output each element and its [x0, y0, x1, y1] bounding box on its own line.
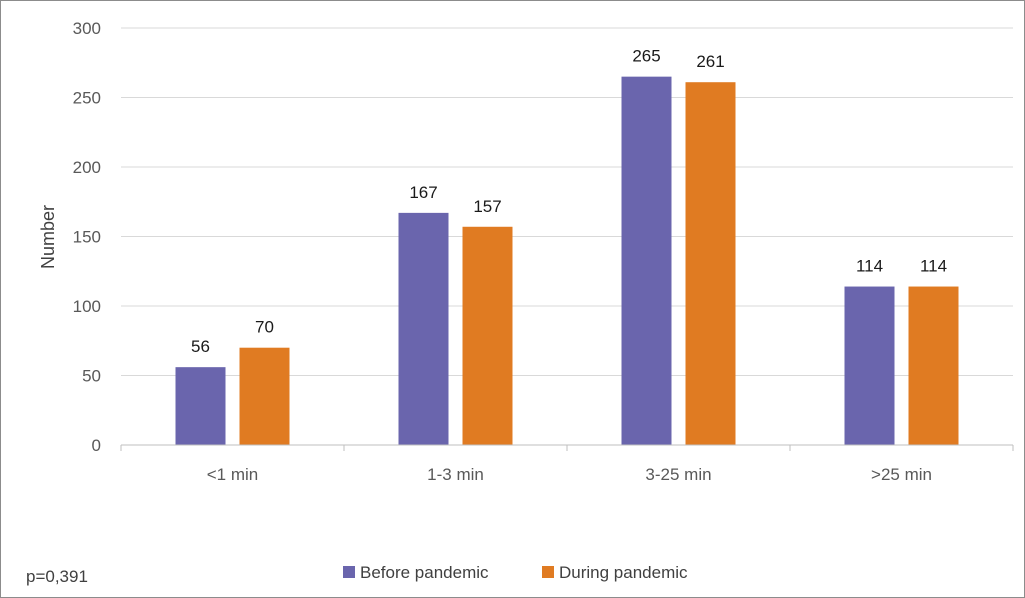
p-value-annotation: p=0,391	[26, 567, 88, 586]
bar	[621, 76, 672, 446]
legend-swatch	[343, 566, 355, 578]
x-tick-label: >25 min	[871, 465, 932, 484]
data-label: 265	[632, 47, 660, 66]
legend-swatch	[542, 566, 554, 578]
data-label: 157	[473, 197, 501, 216]
x-tick-label: 3-25 min	[645, 465, 711, 484]
data-label: 167	[409, 183, 437, 202]
y-tick-label: 250	[73, 89, 101, 108]
bar	[844, 286, 895, 445]
x-axis: <1 min 1-3 min 3-25 min >25 min	[120, 444, 1014, 484]
legend: Before pandemic During pandemic	[343, 563, 688, 582]
data-labels: 56 70 167 157 265 261 114 114	[191, 47, 947, 357]
data-label: 70	[255, 318, 274, 337]
y-axis-title: Number	[38, 205, 58, 269]
y-tick-label: 0	[92, 436, 101, 455]
y-tick-label: 150	[73, 228, 101, 247]
y-tick-label: 100	[73, 297, 101, 316]
data-label: 114	[920, 257, 947, 276]
bar	[908, 286, 959, 445]
y-tick-label: 200	[73, 158, 101, 177]
bar	[239, 347, 290, 445]
bar	[175, 367, 226, 445]
legend-label: Before pandemic	[360, 563, 489, 582]
y-axis-ticks: 0 50 100 150 200 250 300	[73, 19, 101, 455]
x-tick-label: <1 min	[207, 465, 259, 484]
bar	[462, 226, 513, 445]
bars	[175, 76, 959, 446]
y-tick-label: 300	[73, 19, 101, 38]
x-tick-label: 1-3 min	[427, 465, 484, 484]
y-tick-label: 50	[82, 367, 101, 386]
legend-label: During pandemic	[559, 563, 688, 582]
data-label: 56	[191, 337, 210, 356]
data-label: 114	[856, 257, 883, 276]
data-label: 261	[696, 52, 724, 71]
bar	[398, 212, 449, 445]
bar	[685, 82, 736, 446]
